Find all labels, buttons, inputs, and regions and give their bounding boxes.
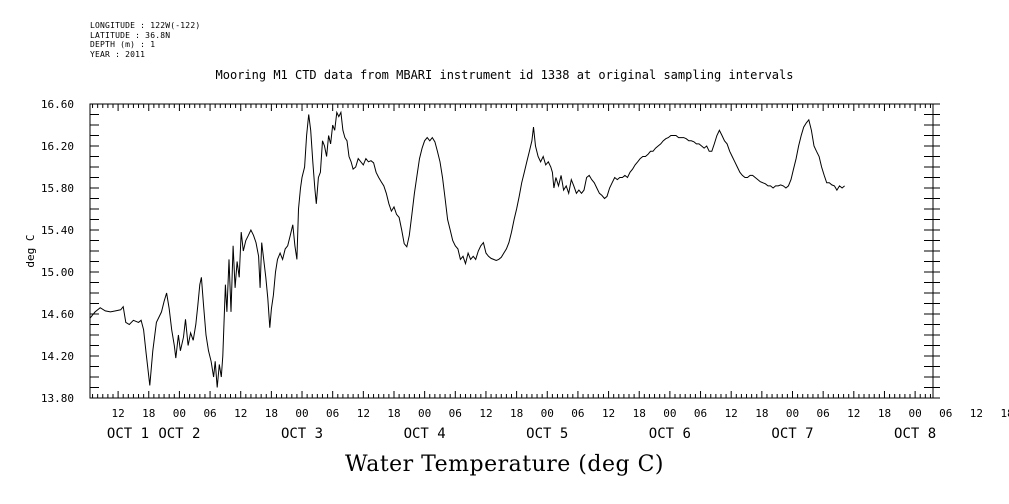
- y-tick-label: 15.40: [41, 224, 74, 237]
- x-tick-label: 06: [817, 407, 830, 420]
- y-tick-label: 13.80: [41, 392, 74, 405]
- longitude-label: LONGITUDE : 122W(-122): [90, 21, 201, 30]
- x-date-label: OCT 5: [526, 426, 568, 442]
- y-axis-title: deg C: [24, 234, 37, 267]
- chart-title: Mooring M1 CTD data from MBARI instrumen…: [215, 68, 794, 82]
- x-tick-label: 06: [449, 407, 462, 420]
- depth-label: DEPTH (m) : 1: [90, 40, 156, 49]
- x-tick-label: 18: [878, 407, 891, 420]
- x-tick-label: 00: [295, 407, 308, 420]
- x-tick-label: 18: [755, 407, 768, 420]
- x-tick-label: 00: [173, 407, 186, 420]
- y-tick-label: 16.20: [41, 140, 74, 153]
- y-tick-label: 14.60: [41, 308, 74, 321]
- y-tick-label: 15.00: [41, 266, 74, 279]
- plot-frame: [89, 103, 934, 399]
- metadata-block: LONGITUDE : 122W(-122) LATITUDE : 36.8N …: [90, 21, 200, 59]
- x-date-label: OCT 1: [107, 426, 149, 442]
- y-tick-label: 15.80: [41, 182, 74, 195]
- x-tick-label: 12: [725, 407, 738, 420]
- x-tick-label: 06: [939, 407, 952, 420]
- x-tick-label: 00: [786, 407, 799, 420]
- y-tick-label: 16.60: [41, 98, 74, 111]
- water-temperature-line: [89, 110, 845, 388]
- x-tick-label: 00: [663, 407, 676, 420]
- x-date-label: OCT 4: [404, 426, 446, 442]
- x-axis-title: Water Temperature (deg C): [345, 452, 664, 477]
- x-tick-label: 06: [326, 407, 339, 420]
- x-tick-label: 18: [1000, 407, 1009, 420]
- x-tick-label: 18: [510, 407, 523, 420]
- x-tick-label: 18: [142, 407, 155, 420]
- x-tick-label: 00: [908, 407, 921, 420]
- x-date-label: OCT 2: [158, 426, 200, 442]
- x-tick-label: 12: [479, 407, 492, 420]
- x-tick-label: 12: [234, 407, 247, 420]
- x-date-label: OCT 6: [649, 426, 691, 442]
- x-tick-label: 12: [970, 407, 983, 420]
- x-tick-label: 00: [541, 407, 554, 420]
- x-tick-label: 18: [387, 407, 400, 420]
- x-tick-label: 12: [111, 407, 124, 420]
- x-tick-label: 18: [265, 407, 278, 420]
- x-tick-label: 00: [418, 407, 431, 420]
- year-label: YEAR : 2011: [90, 49, 146, 59]
- x-tick-label: 12: [602, 407, 615, 420]
- x-tick-label: 12: [357, 407, 370, 420]
- y-tick-label: 14.20: [41, 350, 74, 363]
- x-date-label: OCT 8: [894, 426, 936, 442]
- x-tick-label: 06: [203, 407, 216, 420]
- x-tick-label: 18: [633, 407, 646, 420]
- x-tick-label: 06: [571, 407, 584, 420]
- x-date-label: OCT 7: [771, 426, 813, 442]
- x-tick-label: 12: [847, 407, 860, 420]
- x-tick-label: 06: [694, 407, 707, 420]
- latitude-label: LATITUDE : 36.8N: [90, 30, 171, 40]
- x-date-label: OCT 3: [281, 426, 323, 442]
